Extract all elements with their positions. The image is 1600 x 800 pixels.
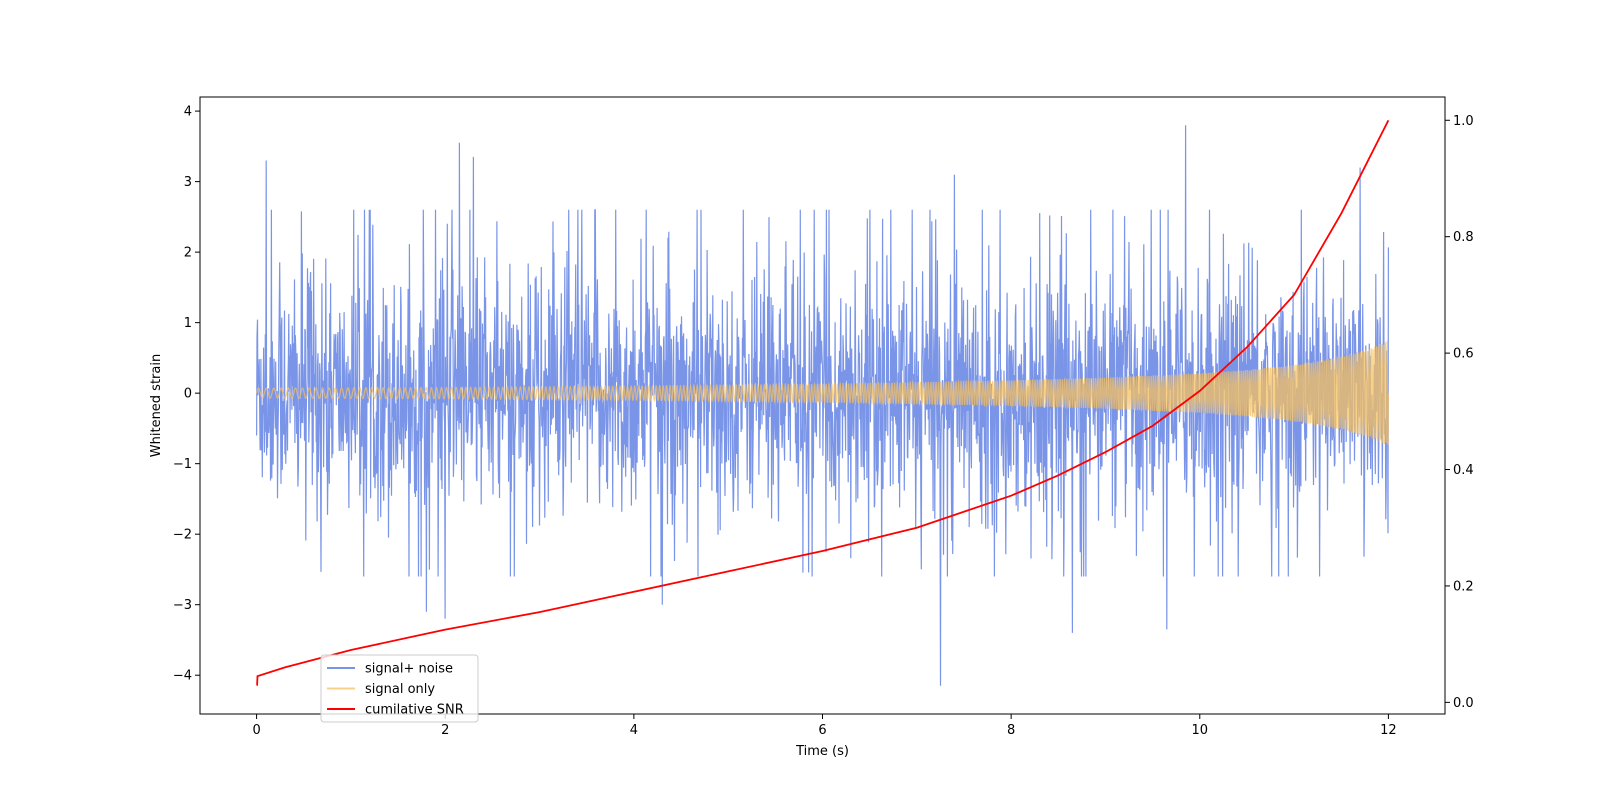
y2-tick-label: 0.6 <box>1453 347 1474 362</box>
x-tick-label: 2 <box>441 723 449 738</box>
y2-tick-label: 0.8 <box>1453 230 1474 245</box>
y2-tick-label: 1.0 <box>1453 114 1474 129</box>
legend-box <box>320 654 479 723</box>
x-tick-label: 12 <box>1380 723 1397 738</box>
x-tick-label: 4 <box>630 723 638 738</box>
legend: signal+ noise signal only cumilative SNR <box>320 654 479 723</box>
y2-tick-label: 0.0 <box>1453 696 1474 711</box>
y-tick-label: 0 <box>184 387 192 402</box>
y-tick-label: −3 <box>173 598 192 613</box>
series-cumulative-snr-line <box>256 119 1390 686</box>
x-tick-label: 0 <box>252 723 260 738</box>
y2-axis-ticks: 0.0 0.2 0.4 0.6 0.8 1.0 <box>1445 114 1474 711</box>
y-tick-label: 2 <box>184 246 192 261</box>
y-tick-label: 1 <box>184 316 192 331</box>
y-axis-ticks: −4 −3 −2 −1 0 1 2 3 4 <box>173 105 200 684</box>
legend-entry-signal-only: signal only <box>365 682 435 697</box>
y2-tick-label: 0.4 <box>1453 463 1474 478</box>
series-signal-only-line <box>256 340 1389 445</box>
legend-entry-cumulative-snr: cumilative SNR <box>365 703 464 718</box>
y-tick-label: −2 <box>173 528 192 543</box>
legend-entry-signal-noise: signal+ noise <box>365 662 453 677</box>
x-axis-ticks: 0 2 4 6 8 10 12 <box>252 714 1397 738</box>
y-tick-label: 4 <box>184 105 192 120</box>
y-tick-label: −1 <box>173 457 192 472</box>
y-tick-label: −4 <box>173 669 192 684</box>
y-tick-label: 3 <box>184 175 192 190</box>
x-tick-label: 6 <box>818 723 826 738</box>
y-axis-label: Whitened strain <box>149 354 164 457</box>
y2-tick-label: 0.2 <box>1453 579 1474 594</box>
x-tick-label: 8 <box>1007 723 1015 738</box>
x-axis-label: Time (s) <box>795 744 849 759</box>
x-tick-label: 10 <box>1191 723 1208 738</box>
series-layer <box>256 119 1390 686</box>
